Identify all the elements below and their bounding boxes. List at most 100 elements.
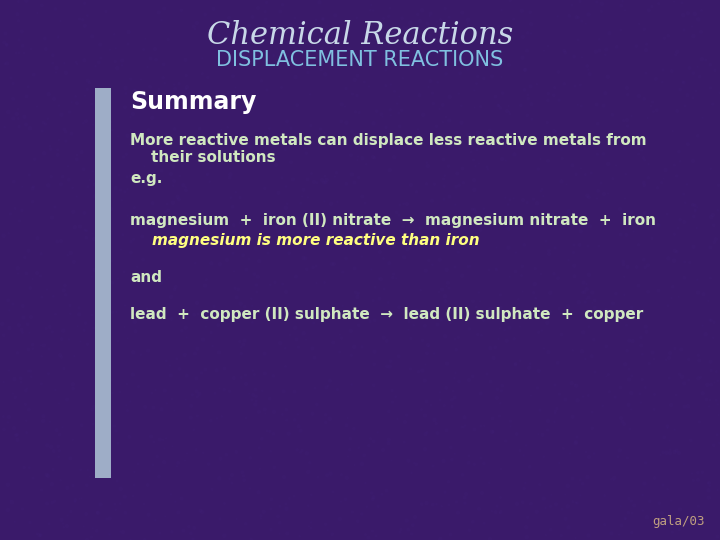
Point: [410, 48, 421, 57]
Point: [263, 208, 274, 217]
Point: [161, 399, 173, 408]
Point: [689, 10, 701, 18]
Point: [259, 405, 271, 414]
Point: [159, 386, 171, 395]
Point: [384, 105, 396, 114]
Point: [84, 176, 96, 184]
Point: [122, 185, 133, 193]
Point: [276, 280, 288, 288]
Point: [410, 513, 421, 522]
Point: [156, 166, 168, 175]
Point: [380, 82, 392, 90]
Point: [487, 414, 498, 423]
Point: [323, 381, 334, 390]
Point: [71, 58, 82, 66]
Text: Summary: Summary: [130, 90, 256, 114]
Point: [653, 499, 665, 508]
Point: [320, 418, 331, 427]
Point: [398, 199, 410, 208]
Point: [256, 435, 268, 443]
Point: [623, 508, 634, 517]
Point: [326, 530, 338, 538]
Point: [600, 89, 611, 98]
Point: [318, 14, 329, 23]
Point: [179, 456, 191, 465]
Point: [296, 39, 307, 48]
Point: [587, 424, 598, 433]
Point: [125, 113, 136, 122]
Point: [6, 498, 18, 507]
Point: [380, 123, 392, 131]
Point: [450, 368, 462, 377]
Point: [305, 524, 317, 532]
Point: [205, 328, 217, 337]
Point: [697, 321, 708, 330]
Point: [169, 84, 181, 93]
Point: [475, 422, 487, 430]
Point: [556, 145, 567, 154]
Point: [246, 535, 257, 540]
Point: [120, 89, 132, 98]
Point: [599, 491, 611, 500]
Point: [270, 160, 282, 169]
Point: [111, 307, 122, 316]
Point: [87, 524, 99, 532]
Point: [244, 484, 256, 493]
Point: [569, 134, 580, 143]
Point: [685, 436, 697, 444]
Point: [567, 413, 578, 421]
Point: [526, 304, 537, 313]
Point: [476, 331, 487, 340]
Point: [693, 15, 704, 24]
Point: [50, 310, 61, 319]
Point: [369, 360, 380, 369]
Point: [21, 269, 32, 278]
Point: [434, 255, 446, 264]
Point: [42, 369, 54, 378]
Point: [0, 232, 9, 240]
Point: [701, 395, 712, 404]
Point: [367, 153, 379, 161]
Point: [301, 265, 312, 273]
Point: [356, 460, 368, 468]
Point: [328, 260, 340, 268]
Point: [352, 152, 364, 161]
Point: [449, 393, 461, 402]
Point: [287, 175, 299, 184]
Point: [528, 288, 539, 297]
Point: [402, 24, 413, 33]
Point: [359, 199, 371, 207]
Point: [582, 10, 594, 19]
Point: [660, 166, 671, 174]
Point: [238, 340, 249, 349]
Point: [603, 387, 615, 396]
Point: [500, 141, 512, 150]
Point: [490, 92, 501, 101]
Point: [670, 446, 682, 455]
Point: [381, 336, 392, 345]
Point: [2, 480, 14, 489]
Point: [364, 6, 376, 15]
Point: [228, 249, 239, 258]
Point: [493, 102, 505, 110]
Point: [356, 342, 368, 351]
Point: [681, 517, 693, 525]
Point: [508, 194, 519, 202]
Point: [94, 233, 106, 242]
Point: [688, 476, 699, 485]
Point: [600, 51, 611, 59]
Point: [252, 272, 264, 281]
Point: [366, 1, 377, 9]
Point: [77, 16, 89, 24]
Point: [36, 485, 48, 494]
Point: [282, 27, 293, 36]
Point: [463, 458, 474, 467]
Point: [174, 364, 185, 373]
Point: [524, 463, 536, 471]
Point: [238, 251, 249, 260]
Point: [620, 515, 631, 523]
Point: [539, 131, 550, 139]
Point: [174, 172, 186, 180]
Point: [81, 340, 93, 348]
Point: [622, 90, 634, 99]
